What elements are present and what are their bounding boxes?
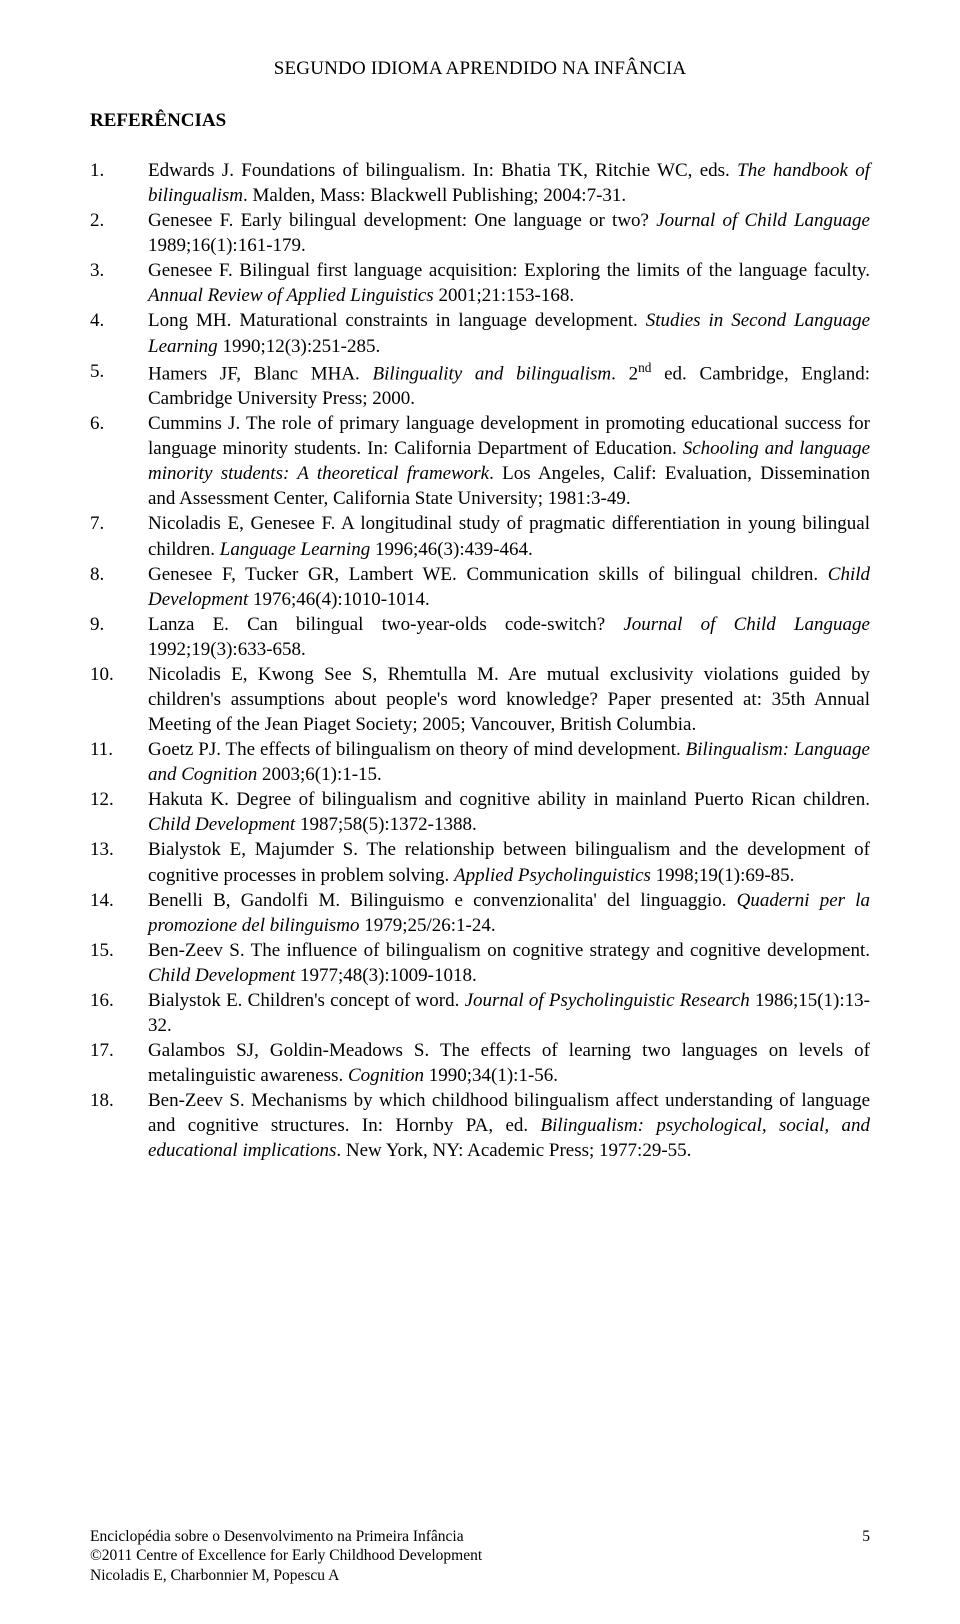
reference-number: 7. [90, 511, 148, 561]
reference-item: 17.Galambos SJ, Goldin-Meadows S. The ef… [90, 1038, 870, 1088]
reference-text: Bialystok E. Children's concept of word.… [148, 988, 870, 1038]
running-head: SEGUNDO IDIOMA APRENDIDO NA INFÂNCIA [90, 58, 870, 80]
footer-page-number: 5 [862, 1527, 870, 1547]
reference-item: 7.Nicoladis E, Genesee F. A longitudinal… [90, 511, 870, 561]
reference-text: Ben-Zeev S. Mechanisms by which childhoo… [148, 1088, 870, 1163]
reference-number: 10. [90, 662, 148, 737]
reference-item: 14.Benelli B, Gandolfi M. Bilinguismo e … [90, 888, 870, 938]
reference-text: Genesee F. Early bilingual development: … [148, 208, 870, 258]
reference-item: 13.Bialystok E, Majumder S. The relation… [90, 837, 870, 887]
reference-number: 15. [90, 938, 148, 988]
reference-number: 14. [90, 888, 148, 938]
reference-text: Hamers JF, Blanc MHA. Bilinguality and b… [148, 359, 870, 411]
reference-list: 1.Edwards J. Foundations of bilingualism… [90, 158, 870, 1163]
page-footer: Enciclopédia sobre o Desenvolvimento na … [90, 1527, 870, 1586]
reference-text: Hakuta K. Degree of bilingualism and cog… [148, 787, 870, 837]
reference-text: Goetz PJ. The effects of bilingualism on… [148, 737, 870, 787]
reference-number: 4. [90, 308, 148, 358]
reference-number: 17. [90, 1038, 148, 1088]
reference-text: Galambos SJ, Goldin-Meadows S. The effec… [148, 1038, 870, 1088]
reference-number: 13. [90, 837, 148, 887]
reference-number: 1. [90, 158, 148, 208]
reference-text: Cummins J. The role of primary language … [148, 411, 870, 511]
reference-item: 4.Long MH. Maturational constraints in l… [90, 308, 870, 358]
reference-text: Benelli B, Gandolfi M. Bilinguismo e con… [148, 888, 870, 938]
reference-item: 9.Lanza E. Can bilingual two-year-olds c… [90, 612, 870, 662]
reference-number: 6. [90, 411, 148, 511]
reference-number: 8. [90, 562, 148, 612]
reference-number: 9. [90, 612, 148, 662]
reference-number: 5. [90, 359, 148, 411]
reference-item: 8.Genesee F, Tucker GR, Lambert WE. Comm… [90, 562, 870, 612]
reference-text: Bialystok E, Majumder S. The relationshi… [148, 837, 870, 887]
reference-number: 3. [90, 258, 148, 308]
reference-text: Nicoladis E, Genesee F. A longitudinal s… [148, 511, 870, 561]
reference-text: Long MH. Maturational constraints in lan… [148, 308, 870, 358]
footer-copyright: ©2011 Centre of Excellence for Early Chi… [90, 1546, 870, 1566]
reference-text: Ben-Zeev S. The influence of bilingualis… [148, 938, 870, 988]
reference-number: 11. [90, 737, 148, 787]
document-page: SEGUNDO IDIOMA APRENDIDO NA INFÂNCIA REF… [0, 0, 960, 1624]
reference-text: Genesee F, Tucker GR, Lambert WE. Commun… [148, 562, 870, 612]
reference-item: 11.Goetz PJ. The effects of bilingualism… [90, 737, 870, 787]
reference-number: 16. [90, 988, 148, 1038]
reference-text: Genesee F. Bilingual first language acqu… [148, 258, 870, 308]
section-title-references: REFERÊNCIAS [90, 110, 870, 132]
reference-item: 10.Nicoladis E, Kwong See S, Rhemtulla M… [90, 662, 870, 737]
reference-item: 12.Hakuta K. Degree of bilingualism and … [90, 787, 870, 837]
footer-encyclopedia-title: Enciclopédia sobre o Desenvolvimento na … [90, 1527, 464, 1547]
reference-item: 1.Edwards J. Foundations of bilingualism… [90, 158, 870, 208]
footer-authors: Nicoladis E, Charbonnier M, Popescu A [90, 1566, 870, 1586]
reference-number: 18. [90, 1088, 148, 1163]
reference-item: 2.Genesee F. Early bilingual development… [90, 208, 870, 258]
reference-item: 16.Bialystok E. Children's concept of wo… [90, 988, 870, 1038]
reference-text: Lanza E. Can bilingual two-year-olds cod… [148, 612, 870, 662]
reference-text: Edwards J. Foundations of bilingualism. … [148, 158, 870, 208]
reference-number: 2. [90, 208, 148, 258]
reference-item: 18.Ben-Zeev S. Mechanisms by which child… [90, 1088, 870, 1163]
reference-item: 15.Ben-Zeev S. The influence of bilingua… [90, 938, 870, 988]
reference-item: 3.Genesee F. Bilingual first language ac… [90, 258, 870, 308]
reference-item: 5.Hamers JF, Blanc MHA. Bilinguality and… [90, 359, 870, 411]
reference-item: 6.Cummins J. The role of primary languag… [90, 411, 870, 511]
reference-number: 12. [90, 787, 148, 837]
reference-text: Nicoladis E, Kwong See S, Rhemtulla M. A… [148, 662, 870, 737]
